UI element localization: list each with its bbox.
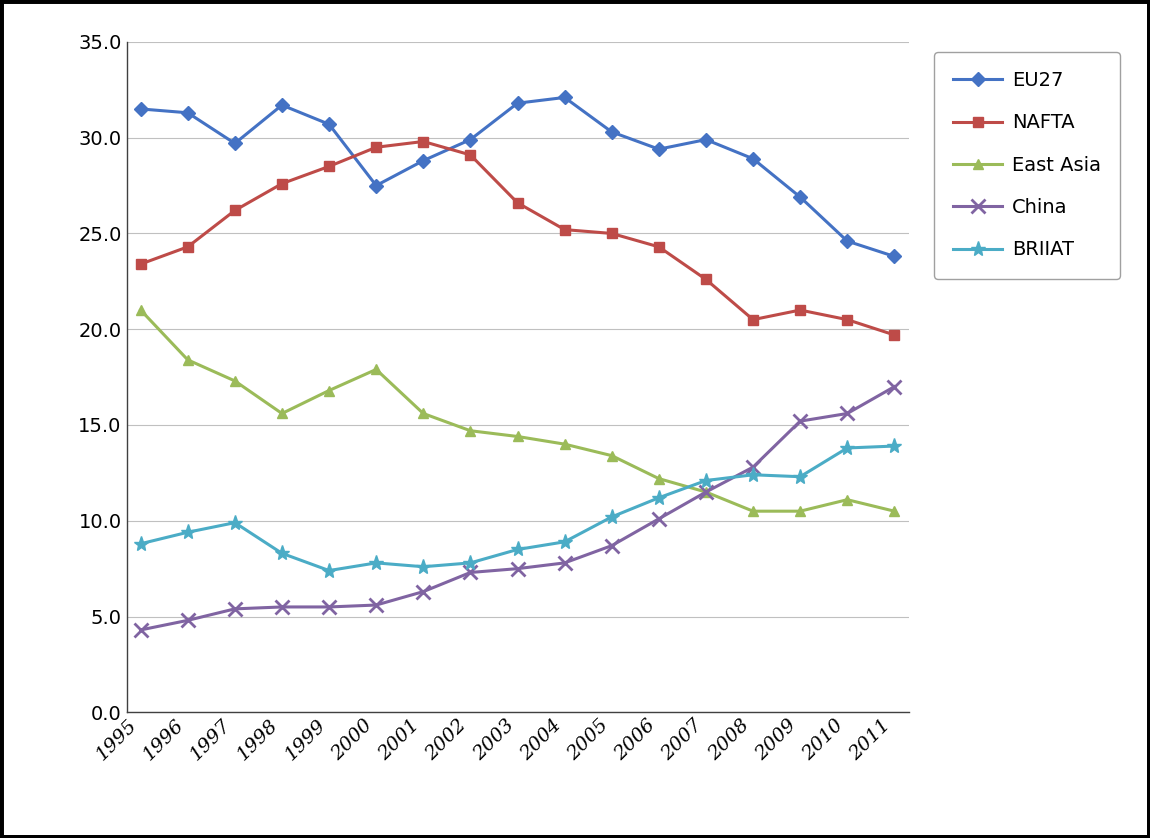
- East Asia: [746, 506, 760, 516]
- EU27: [841, 236, 854, 246]
- EU27: [228, 138, 242, 148]
- East Asia: [181, 354, 194, 365]
- China: [558, 558, 572, 568]
- China: [228, 604, 242, 614]
- BRIIAT: [746, 470, 760, 480]
- China: [652, 514, 666, 524]
- BRIIAT: [558, 537, 572, 547]
- EU27: [746, 153, 760, 163]
- Line: China: China: [133, 380, 902, 637]
- Line: NAFTA: NAFTA: [136, 137, 899, 340]
- China: [841, 408, 854, 418]
- East Asia: [511, 432, 524, 442]
- BRIIAT: [275, 548, 289, 558]
- EU27: [181, 108, 194, 118]
- BRIIAT: [841, 443, 854, 453]
- EU27: [699, 135, 713, 145]
- EU27: [463, 135, 477, 145]
- EU27: [511, 98, 524, 108]
- NAFTA: [275, 178, 289, 189]
- BRIIAT: [322, 566, 336, 576]
- Line: BRIIAT: BRIIAT: [133, 438, 902, 578]
- EU27: [416, 156, 430, 166]
- EU27: [888, 251, 902, 261]
- Legend: EU27, NAFTA, East Asia, China, BRIIAT: EU27, NAFTA, East Asia, China, BRIIAT: [934, 52, 1120, 279]
- EU27: [652, 144, 666, 154]
- BRIIAT: [416, 561, 430, 572]
- China: [511, 564, 524, 574]
- China: [133, 625, 147, 635]
- East Asia: [793, 506, 807, 516]
- China: [699, 487, 713, 497]
- NAFTA: [133, 259, 147, 269]
- East Asia: [416, 408, 430, 418]
- China: [605, 541, 619, 551]
- China: [369, 600, 383, 610]
- East Asia: [369, 365, 383, 375]
- EU27: [369, 180, 383, 190]
- BRIIAT: [888, 441, 902, 451]
- China: [322, 602, 336, 612]
- China: [888, 381, 902, 391]
- East Asia: [699, 487, 713, 497]
- East Asia: [322, 385, 336, 396]
- East Asia: [558, 439, 572, 449]
- BRIIAT: [652, 493, 666, 503]
- China: [793, 416, 807, 427]
- BRIIAT: [228, 518, 242, 528]
- NAFTA: [416, 137, 430, 147]
- NAFTA: [228, 205, 242, 215]
- China: [416, 587, 430, 597]
- China: [746, 462, 760, 472]
- NAFTA: [888, 330, 902, 340]
- BRIIAT: [463, 558, 477, 568]
- East Asia: [228, 376, 242, 386]
- EU27: [133, 104, 147, 114]
- NAFTA: [746, 314, 760, 324]
- China: [463, 567, 477, 577]
- East Asia: [652, 473, 666, 484]
- BRIIAT: [511, 545, 524, 555]
- EU27: [605, 127, 619, 137]
- East Asia: [605, 451, 619, 461]
- China: [181, 615, 194, 625]
- BRIIAT: [699, 475, 713, 485]
- BRIIAT: [793, 472, 807, 482]
- China: [275, 602, 289, 612]
- BRIIAT: [605, 512, 619, 522]
- BRIIAT: [133, 539, 147, 549]
- NAFTA: [605, 229, 619, 239]
- NAFTA: [322, 162, 336, 172]
- NAFTA: [369, 142, 383, 153]
- East Asia: [841, 494, 854, 504]
- East Asia: [463, 426, 477, 436]
- NAFTA: [511, 198, 524, 208]
- BRIIAT: [369, 558, 383, 568]
- EU27: [322, 119, 336, 129]
- Line: East Asia: East Asia: [136, 305, 899, 516]
- NAFTA: [463, 150, 477, 160]
- NAFTA: [558, 225, 572, 235]
- EU27: [793, 192, 807, 202]
- BRIIAT: [181, 527, 194, 537]
- NAFTA: [652, 242, 666, 252]
- NAFTA: [793, 305, 807, 315]
- NAFTA: [699, 274, 713, 284]
- NAFTA: [841, 314, 854, 324]
- EU27: [558, 92, 572, 102]
- EU27: [275, 100, 289, 110]
- East Asia: [275, 408, 289, 418]
- Line: EU27: EU27: [136, 92, 899, 261]
- East Asia: [888, 506, 902, 516]
- NAFTA: [181, 242, 194, 252]
- East Asia: [133, 305, 147, 315]
